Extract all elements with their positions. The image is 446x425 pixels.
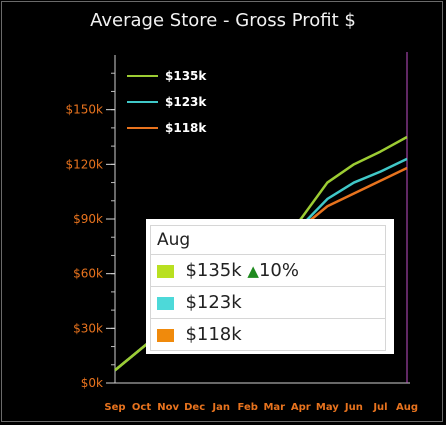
tooltip-row: $135k ▲10% <box>150 254 386 287</box>
x-tick-label: Feb <box>238 402 258 413</box>
chart-tooltip: Aug $135k ▲10% $123k $118k <box>146 219 394 354</box>
y-tick-label: $60k <box>73 267 103 281</box>
legend-label: $118k <box>165 121 207 135</box>
tooltip-swatch <box>157 264 174 278</box>
x-tick-label: May <box>316 402 339 413</box>
x-tick-label: Nov <box>157 402 179 413</box>
x-tick-label: Sep <box>104 402 125 413</box>
x-tick-label: Jul <box>372 402 387 413</box>
tooltip-change: 10% <box>258 260 299 281</box>
legend-label: $135k <box>165 69 207 83</box>
triangle-up-icon: ▲ <box>247 262 259 280</box>
y-tick-label: $150k <box>66 103 104 117</box>
tooltip-header: Aug <box>150 225 386 255</box>
x-tick-label: Aug <box>396 402 418 413</box>
chart-legend: $135k $123k $118k <box>127 69 207 135</box>
tooltip-value: $135k <box>185 260 242 281</box>
x-tick-label: Jan <box>211 402 230 413</box>
tooltip-value: $118k <box>185 324 242 345</box>
tooltip-row: $123k <box>150 286 386 319</box>
y-tick-label: $120k <box>66 157 104 171</box>
x-tick-label: Mar <box>263 402 285 413</box>
x-tick-label: Oct <box>132 402 151 413</box>
chart-title: Average Store - Gross Profit $ <box>90 10 356 31</box>
tooltip-value: $123k <box>185 292 242 313</box>
y-tick-label: $90k <box>73 212 103 226</box>
tooltip-row: $118k <box>150 318 386 351</box>
x-tick-label: Jun <box>344 402 363 413</box>
x-tick-label: Apr <box>291 402 311 413</box>
tooltip-swatch <box>157 296 174 310</box>
legend-label: $123k <box>165 95 207 109</box>
y-tick-label: $30k <box>73 321 103 335</box>
y-tick-label: $0k <box>81 376 103 390</box>
x-tick-label: Dec <box>184 402 205 413</box>
chart-axes: $0k $30k $60k $90k $120k $150k Sep Oct Nov Dec Jan… <box>66 52 418 413</box>
tooltip-swatch <box>157 328 174 342</box>
